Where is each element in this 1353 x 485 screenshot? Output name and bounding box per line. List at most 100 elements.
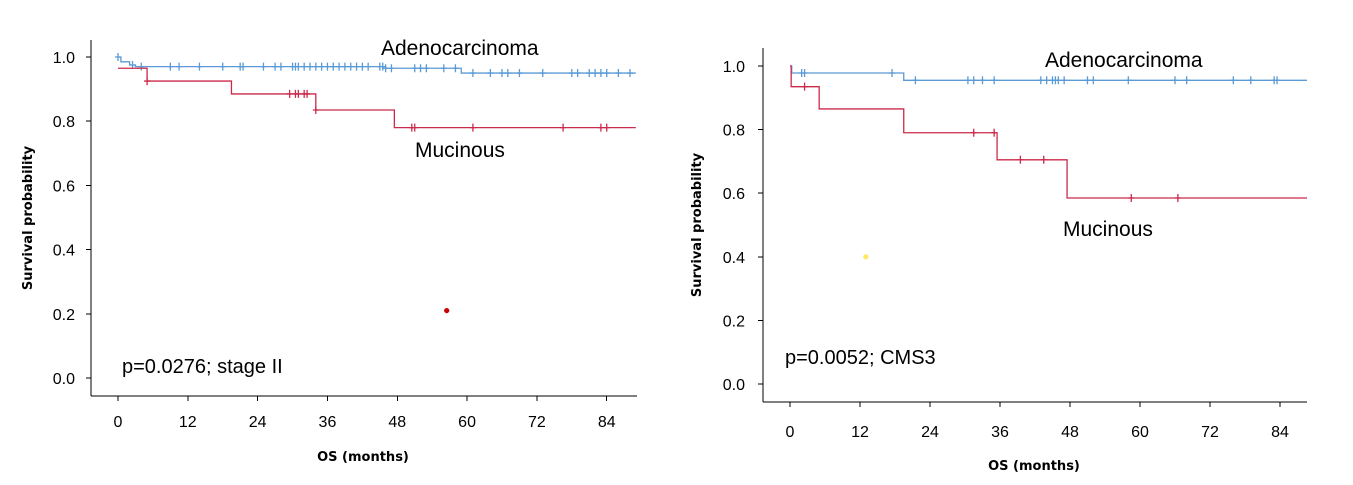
y-axis-title: Survival probability bbox=[21, 145, 36, 290]
series-line-mucinous bbox=[790, 65, 1307, 199]
censor-mark-adenocarcinoma bbox=[306, 62, 313, 71]
censor-mark-adenocarcinoma bbox=[1043, 76, 1050, 85]
censor-mark-adenocarcinoma bbox=[626, 69, 633, 78]
censor-mark-adenocarcinoma bbox=[359, 62, 366, 71]
y-tick-label: 1.0 bbox=[723, 59, 745, 76]
x-tick-label: 12 bbox=[851, 424, 869, 441]
censor-mark-adenocarcinoma bbox=[801, 68, 808, 77]
y-tick-label: 0.6 bbox=[53, 178, 75, 195]
censor-mark-adenocarcinoma bbox=[324, 62, 331, 71]
censor-mark-mucinous bbox=[469, 123, 476, 132]
x-tick-label: 12 bbox=[179, 414, 197, 431]
censor-mark-adenocarcinoma bbox=[240, 62, 247, 71]
censor-mark-adenocarcinoma bbox=[312, 62, 319, 71]
series-label-adenocarcinoma: Adenocarcinoma bbox=[1045, 49, 1203, 72]
censor-mark-mucinous bbox=[1040, 155, 1047, 164]
censor-mark-adenocarcinoma bbox=[277, 62, 284, 71]
censor-mark-adenocarcinoma bbox=[365, 62, 372, 71]
censor-mark-adenocarcinoma bbox=[1230, 76, 1237, 85]
censor-mark-mucinous bbox=[286, 89, 293, 98]
censor-mark-adenocarcinoma bbox=[516, 69, 523, 78]
censor-mark-mucinous bbox=[603, 123, 610, 132]
censor-mark-adenocarcinoma bbox=[318, 62, 325, 71]
y-tick-label: 1.0 bbox=[53, 50, 75, 67]
censor-mark-adenocarcinoma bbox=[469, 69, 476, 78]
censor-mark-adenocarcinoma bbox=[423, 64, 430, 73]
x-axis-title: OS (months) bbox=[317, 450, 409, 465]
censor-mark-adenocarcinoma bbox=[1037, 76, 1044, 85]
chart-panel-cms3: 0.0 0.2 0.4 0.6 0.8 1.0 0 12 24 36 48 60 72 84 Survi… bbox=[690, 48, 1307, 474]
censor-mark-adenocarcinoma bbox=[1090, 76, 1097, 85]
y-tick-label: 0.4 bbox=[53, 243, 75, 260]
x-tick-label: 60 bbox=[1131, 424, 1149, 441]
censor-mark-mucinous bbox=[970, 128, 977, 137]
censor-mark-adenocarcinoma bbox=[411, 64, 418, 73]
y-tick-label: 0.0 bbox=[723, 377, 745, 394]
y-tick-label: 0.8 bbox=[53, 114, 75, 131]
censor-mark-adenocarcinoma bbox=[615, 69, 622, 78]
censor-mark-adenocarcinoma bbox=[1055, 76, 1062, 85]
censor-mark-mucinous bbox=[295, 89, 302, 98]
censor-mark-adenocarcinoma bbox=[1247, 76, 1254, 85]
censor-mark-adenocarcinoma bbox=[498, 69, 505, 78]
censor-mark-adenocarcinoma bbox=[504, 69, 511, 78]
x-tick-label: 36 bbox=[991, 424, 1009, 441]
censor-mark-adenocarcinoma bbox=[196, 62, 203, 71]
censor-mark-adenocarcinoma bbox=[1061, 76, 1068, 85]
censor-mark-adenocarcinoma bbox=[353, 62, 360, 71]
x-tick-label: 84 bbox=[598, 414, 616, 431]
censor-mark-adenocarcinoma bbox=[1084, 76, 1091, 85]
censor-mark-adenocarcinoma bbox=[597, 69, 604, 78]
censor-mark-adenocarcinoma bbox=[1183, 76, 1190, 85]
censor-mark-adenocarcinoma bbox=[889, 68, 896, 77]
censor-mark-adenocarcinoma bbox=[138, 62, 145, 71]
y-axis-title: Survival probability bbox=[690, 152, 705, 297]
x-tick-label: 48 bbox=[1061, 424, 1079, 441]
series-line-mucinous bbox=[118, 67, 636, 129]
series-label-mucinous: Mucinous bbox=[1063, 218, 1153, 241]
censor-mark-mucinous bbox=[560, 123, 567, 132]
censor-mark-adenocarcinoma bbox=[347, 62, 354, 71]
stray-point bbox=[444, 307, 450, 314]
censor-mark-adenocarcinoma bbox=[115, 53, 121, 61]
censor-mark-adenocarcinoma bbox=[568, 69, 575, 78]
chart-panel-stage-ii: 0.0 0.2 0.4 0.6 0.8 1.0 0 12 24 36 48 60 72 84 Survi… bbox=[21, 37, 637, 465]
censor-mark-adenocarcinoma bbox=[912, 76, 919, 85]
censor-mark-mucinous bbox=[411, 123, 418, 132]
censor-mark-mucinous bbox=[597, 123, 604, 132]
censor-mark-adenocarcinoma bbox=[219, 62, 226, 71]
censor-mark-adenocarcinoma bbox=[167, 62, 174, 71]
stray-point bbox=[863, 254, 869, 260]
series-line-adenocarcinoma bbox=[118, 56, 636, 74]
censor-mark-adenocarcinoma bbox=[341, 62, 348, 71]
censor-mark-adenocarcinoma bbox=[603, 69, 610, 78]
censor-mark-adenocarcinoma bbox=[487, 69, 494, 78]
censor-mark-adenocarcinoma bbox=[176, 62, 183, 71]
censor-mark-mucinous bbox=[144, 77, 151, 86]
series-label-mucinous: Mucinous bbox=[415, 139, 505, 162]
x-axis-title: OS (months) bbox=[988, 459, 1080, 474]
y-tick-label: 0.2 bbox=[723, 313, 745, 330]
x-tick-label: 0 bbox=[786, 424, 795, 441]
censor-mark-mucinous bbox=[1128, 193, 1135, 202]
censor-mark-adenocarcinoma bbox=[1274, 76, 1281, 85]
x-tick-label: 84 bbox=[1271, 424, 1289, 441]
censor-mark-adenocarcinoma bbox=[1171, 76, 1178, 85]
censor-mark-adenocarcinoma bbox=[301, 62, 308, 71]
censor-mark-adenocarcinoma bbox=[388, 64, 395, 73]
censor-mark-adenocarcinoma bbox=[379, 62, 386, 71]
censor-mark-mucinous bbox=[1174, 193, 1181, 202]
series-label-adenocarcinoma: Adenocarcinoma bbox=[381, 37, 539, 60]
x-tick-label: 72 bbox=[528, 414, 546, 431]
censor-mark-adenocarcinoma bbox=[964, 76, 971, 85]
x-tick-label: 0 bbox=[114, 414, 123, 431]
x-tick-label: 72 bbox=[1201, 424, 1219, 441]
p-value-annotation: p=0.0276; stage II bbox=[122, 356, 283, 378]
censor-mark-adenocarcinoma bbox=[970, 76, 977, 85]
censor-mark-mucinous bbox=[801, 82, 808, 91]
p-value-annotation: p=0.0052; CMS3 bbox=[785, 347, 936, 369]
y-tick-label: 0.0 bbox=[53, 371, 75, 388]
censor-mark-mucinous bbox=[304, 89, 311, 98]
censor-mark-adenocarcinoma bbox=[592, 69, 599, 78]
